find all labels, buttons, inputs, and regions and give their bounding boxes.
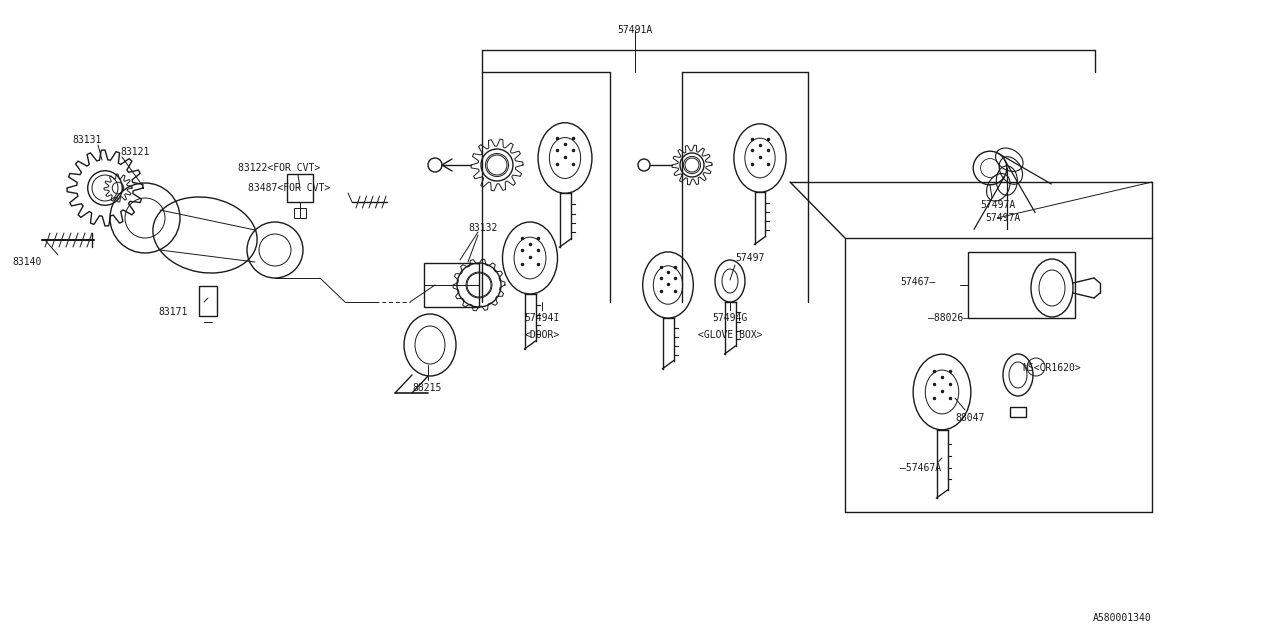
Text: <GLOVE BOX>: <GLOVE BOX>	[698, 330, 763, 340]
Text: 83132: 83132	[468, 223, 498, 233]
Text: A580001340: A580001340	[1093, 613, 1152, 623]
Bar	[198, 286, 218, 316]
Text: 57494I: 57494I	[525, 313, 559, 323]
Text: 57497A: 57497A	[986, 213, 1020, 223]
Text: 83122<FOR CVT>: 83122<FOR CVT>	[238, 163, 320, 173]
Text: NS<CR1620>: NS<CR1620>	[1021, 363, 1080, 373]
Bar	[424, 263, 479, 307]
Text: 57494G: 57494G	[713, 313, 748, 323]
Text: 83487<FOR CVT>: 83487<FOR CVT>	[248, 183, 330, 193]
Text: 83131: 83131	[72, 135, 101, 145]
Bar	[1010, 407, 1027, 417]
Text: 57491A: 57491A	[617, 25, 653, 35]
Text: 83171: 83171	[157, 307, 187, 317]
Text: 88047: 88047	[955, 413, 984, 423]
Text: —57467A: —57467A	[900, 463, 941, 473]
Text: 83140: 83140	[12, 257, 41, 267]
Text: 88215: 88215	[412, 383, 442, 393]
Text: 57467—: 57467—	[900, 277, 936, 287]
Text: <DOOR>: <DOOR>	[525, 330, 559, 340]
Bar	[968, 252, 1075, 318]
Bar	[287, 174, 314, 202]
Text: 57497: 57497	[735, 253, 764, 263]
Text: 57497A: 57497A	[980, 200, 1015, 210]
Bar	[294, 208, 306, 218]
Text: —88026—: —88026—	[928, 313, 969, 323]
Text: 83121: 83121	[120, 147, 150, 157]
